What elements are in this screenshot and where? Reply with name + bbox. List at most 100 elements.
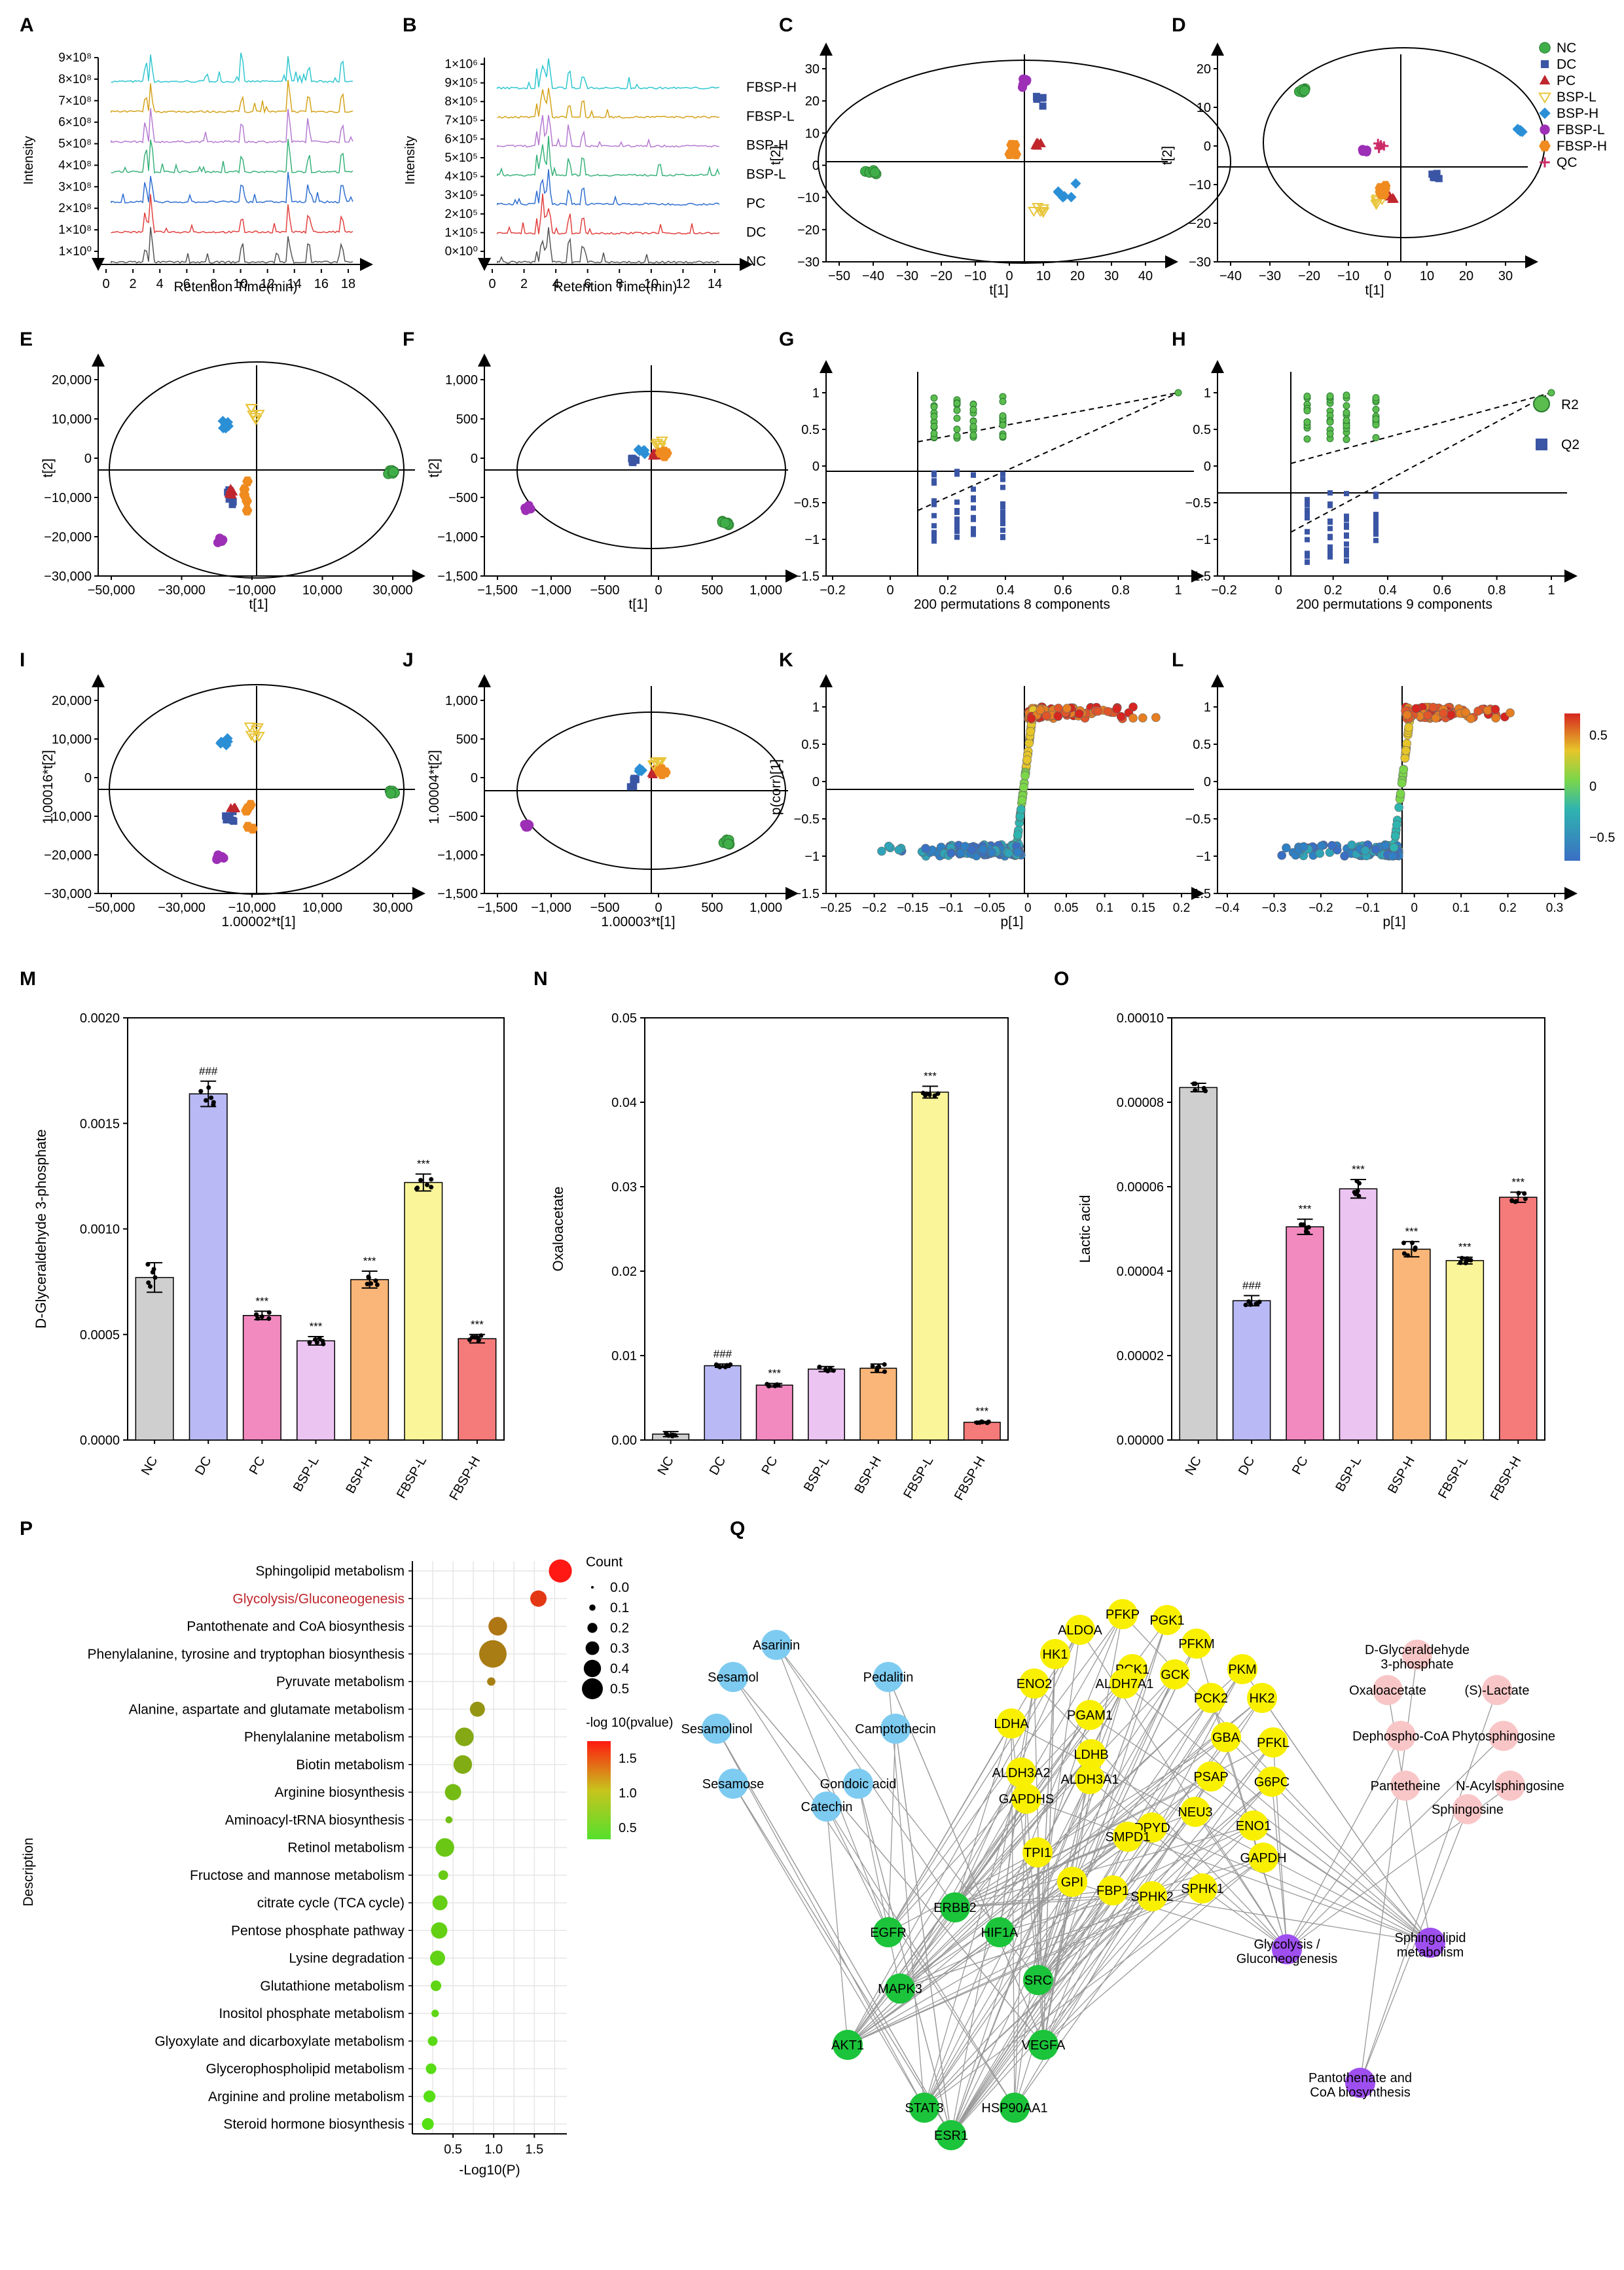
node-label: GPI — [1061, 1875, 1083, 1890]
q2-point — [954, 469, 960, 475]
panel-k-s-plot: −0.25 −0.2 −0.15 −0.1 −0.05 0 0.05 0.1 0.15 0.2 1 0… — [768, 674, 1204, 929]
x-tick-label: 40 — [1138, 269, 1153, 283]
size-legend-dot — [585, 1641, 600, 1655]
trace-label: DC — [746, 225, 766, 240]
significance-label: *** — [1511, 1176, 1525, 1188]
network-edge — [716, 1728, 952, 2136]
bar-fbsp-h — [458, 1338, 497, 1441]
x-tick-label: 0 — [655, 583, 662, 598]
color-legend-label: 0.5 — [619, 1821, 637, 1835]
blue-node — [761, 1630, 791, 1660]
q2-regression — [1290, 392, 1552, 533]
replicate-point — [321, 1341, 326, 1346]
q2-point — [1373, 516, 1379, 522]
x-axis-label: -Log10(P) — [459, 2163, 520, 2178]
q2-point — [1000, 504, 1005, 510]
network-edge — [857, 1783, 901, 1989]
yellow-node — [1076, 1739, 1106, 1769]
replicate-point — [876, 1364, 882, 1369]
x-tick-label: 12 — [676, 277, 690, 291]
significance-label: *** — [310, 1320, 323, 1333]
yellow-node — [1227, 1654, 1257, 1684]
panel-letter-f: F — [403, 329, 414, 350]
x-tick-label: NC — [1183, 1454, 1204, 1478]
q2-point — [1373, 524, 1379, 530]
y-tick-label: 0.03 — [611, 1180, 637, 1195]
network-edge — [1261, 1697, 1431, 1943]
x-axis-label: t[1] — [989, 283, 1008, 298]
enrichment-bubble — [438, 1870, 448, 1881]
qc-point — [1540, 157, 1550, 168]
y-axis-label: 1.00004*t[2] — [427, 750, 442, 824]
s-plot-point — [1428, 702, 1438, 712]
s-plot-point — [1483, 706, 1492, 715]
replicate-point — [425, 1182, 430, 1187]
pathway-label: Inositol phosphate metabolism — [219, 2006, 405, 2021]
bar-bsp-l — [808, 1368, 845, 1441]
node-label: Sphingolipid — [1395, 1931, 1466, 1945]
s-plot-point — [921, 844, 930, 853]
chromatogram-trace — [111, 139, 353, 174]
network-edge — [1043, 1896, 1153, 2045]
size-legend-dot — [587, 1623, 598, 1633]
network-edge — [1043, 1836, 1128, 2045]
q2-point — [1327, 533, 1333, 539]
bar-nc — [135, 1276, 174, 1441]
s-plot-point — [1151, 713, 1161, 723]
node-label: VEGFA — [1022, 2038, 1066, 2053]
panel-b-chromatogram: 1×10⁶ 9×10⁵ 8×10⁵ 7×10⁵ 6×10⁵ 5×10⁵ 4×10⁵ 3×10⁵… — [403, 58, 797, 295]
replicate-point — [418, 1178, 424, 1183]
nc-point — [719, 518, 731, 529]
q2-point — [1344, 491, 1349, 497]
x-tick-label: −0.3 — [1262, 901, 1287, 915]
bspl-point — [650, 440, 663, 451]
enrichment-bubble — [444, 1784, 461, 1801]
replicate-point — [1356, 1193, 1362, 1198]
x-tick-label: BSP-L — [291, 1454, 322, 1494]
y-tick-label: −30 — [797, 255, 820, 270]
network-edge — [1360, 1689, 1498, 2083]
node-label: N-Acylsphingosine — [1456, 1779, 1564, 1793]
y-tick-label: 0 — [1204, 459, 1211, 474]
x-tick-label: BSP-L — [1333, 1454, 1364, 1494]
q2-point — [954, 499, 960, 505]
q2-point — [1373, 511, 1379, 517]
r2-point — [930, 403, 938, 411]
replicate-point — [204, 1098, 209, 1103]
x-tick-label: −20 — [930, 269, 952, 283]
chromatogram-trace — [111, 79, 353, 115]
s-plot-point — [1315, 849, 1324, 858]
legend-label: QC — [1557, 155, 1578, 170]
x-tick-label: 10 — [644, 277, 659, 291]
y-tick-label: 1,000 — [445, 694, 478, 708]
replicate-point — [725, 1363, 730, 1368]
y-tick-label: −0.5 — [1185, 496, 1211, 511]
yellow-node — [1258, 1727, 1288, 1757]
yellow-node — [1075, 1700, 1105, 1730]
y-tick-label: −1.5 — [794, 569, 820, 584]
bspl-point — [250, 725, 263, 736]
q2-point — [1000, 520, 1005, 526]
bar-bsp-h — [350, 1279, 389, 1441]
s-plot-point — [1392, 820, 1401, 829]
size-legend-dot — [583, 1659, 602, 1678]
replicate-point — [1248, 1302, 1254, 1307]
y-tick-label: 2×10⁵ — [444, 207, 478, 221]
yellow-node — [1160, 1659, 1190, 1689]
r2-point — [1343, 408, 1350, 416]
nc-point — [723, 838, 734, 850]
y-tick-label: 10 — [805, 126, 820, 141]
x-tick-label: −0.2 — [820, 583, 845, 598]
x-tick-label: −1,000 — [531, 901, 571, 915]
fbspl-point — [522, 502, 532, 512]
r2-point — [1547, 389, 1555, 397]
replicate-point — [1522, 1191, 1527, 1196]
legend-label: Q2 — [1561, 437, 1579, 452]
replicate-point — [831, 1368, 836, 1373]
y-tick-label: 6×10⁵ — [444, 132, 478, 146]
q2-point — [954, 520, 960, 526]
q2-point — [1305, 497, 1310, 503]
y-axis-label: Description — [21, 1837, 36, 1906]
green-node — [909, 2093, 939, 2123]
r2-point — [1303, 418, 1311, 426]
